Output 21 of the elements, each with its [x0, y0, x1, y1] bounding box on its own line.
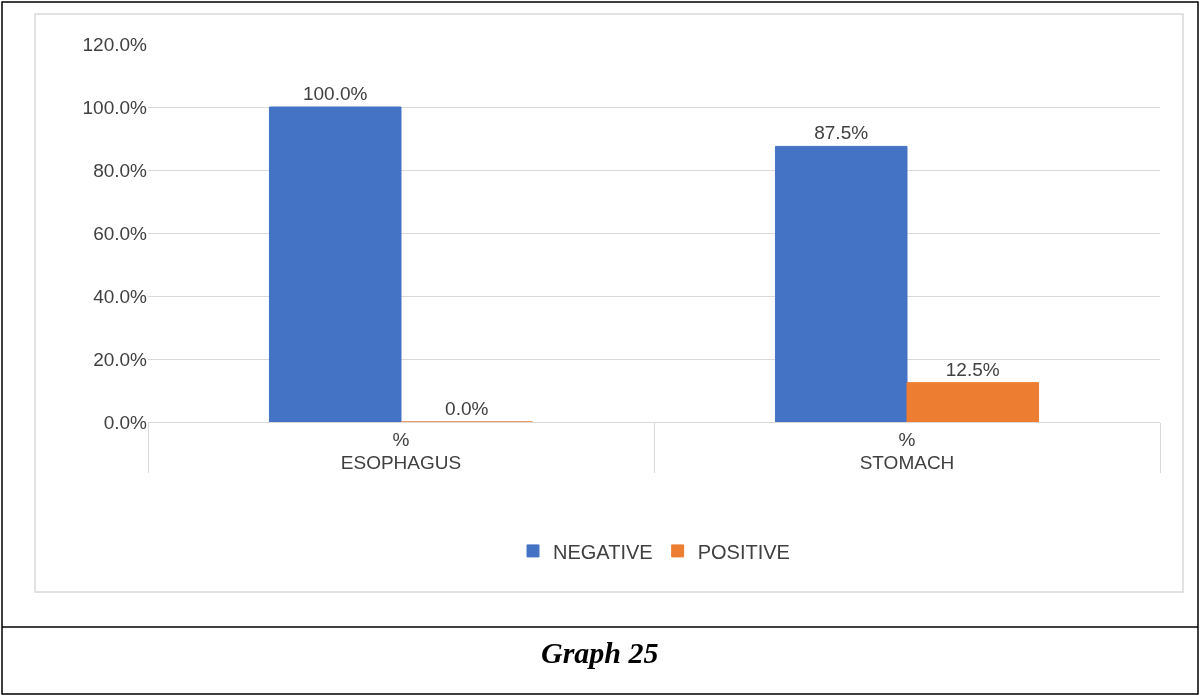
- data-label: 0.0%: [445, 398, 489, 419]
- bar: [906, 382, 1040, 422]
- y-tick-label: 120.0%: [82, 33, 148, 55]
- legend-label: POSITIVE: [697, 540, 790, 563]
- text: Graph 25: [541, 636, 659, 669]
- y-tick-label: 20.0%: [93, 348, 148, 370]
- text: ESOPHAGUS: [340, 451, 462, 473]
- y-tick-label: 60.0%: [93, 222, 148, 244]
- y-tick-label: 40.0%: [93, 285, 148, 307]
- data-label: 12.5%: [945, 358, 1000, 380]
- x-tick-label: %: [898, 428, 916, 450]
- data-label: 100.0%: [302, 83, 368, 104]
- legend-label: NEGATIVE: [553, 540, 653, 563]
- bar: [268, 106, 402, 422]
- y-tick-label: 0.0%: [103, 411, 148, 433]
- y-tick-label: 100.0%: [82, 96, 148, 118]
- data-label: 87.5%: [814, 122, 869, 144]
- x-tick-label: %: [392, 428, 410, 450]
- bar: [774, 145, 908, 422]
- text: STOMACH: [859, 451, 955, 473]
- y-tick-label: 80.0%: [93, 159, 148, 181]
